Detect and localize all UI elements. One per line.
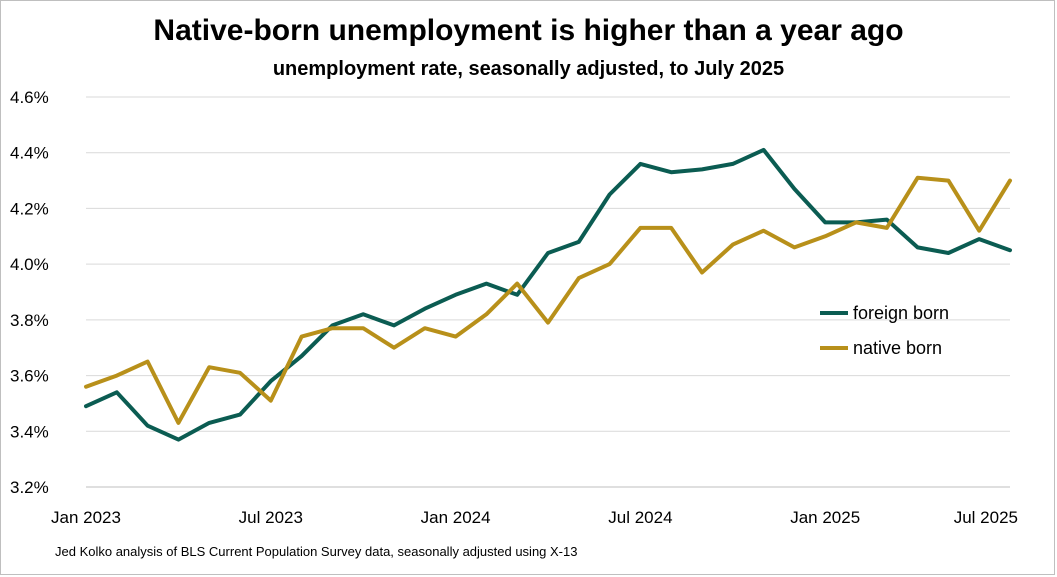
x-axis-ticks: Jan 2023 Jul 2023 Jan 2024 Jul 2024 Jan 2025… [51, 508, 1018, 527]
series-line-foreign-born [84, 147, 1012, 442]
y-tick-label: 4.6% [10, 88, 49, 107]
y-tick-label: 3.6% [10, 367, 49, 386]
series-lines [84, 147, 1012, 442]
y-tick-label: 4.0% [10, 255, 49, 274]
y-axis-ticks: 3.2% 3.4% 3.6% 3.8% 4.0% 4.2% 4.4% 4.6% [10, 88, 49, 497]
y-tick-label: 3.2% [10, 478, 49, 497]
x-tick-label: Jul 2024 [608, 508, 672, 527]
y-tick-label: 3.8% [10, 311, 49, 330]
gridlines [86, 96, 1010, 488]
y-tick-label: 4.4% [10, 144, 49, 163]
y-tick-label: 4.2% [10, 199, 49, 218]
chart-subtitle: unemployment rate, seasonally adjusted, … [272, 58, 785, 80]
x-tick-label: Jan 2024 [421, 508, 491, 527]
source-note: Jed Kolko analysis of BLS Current Popula… [55, 544, 578, 559]
x-tick-label: Jul 2025 [954, 508, 1018, 527]
legend: foreign born native born [820, 303, 949, 358]
legend-label: foreign born [853, 303, 949, 323]
x-tick-label: Jul 2023 [239, 508, 303, 527]
legend-label: native born [853, 338, 942, 358]
chart-title: Native-born unemployment is higher than … [153, 14, 904, 47]
x-tick-label: Jan 2025 [790, 508, 860, 527]
y-tick-label: 3.4% [10, 422, 49, 441]
series-line-native-born [84, 175, 1012, 425]
x-tick-label: Jan 2023 [51, 508, 121, 527]
